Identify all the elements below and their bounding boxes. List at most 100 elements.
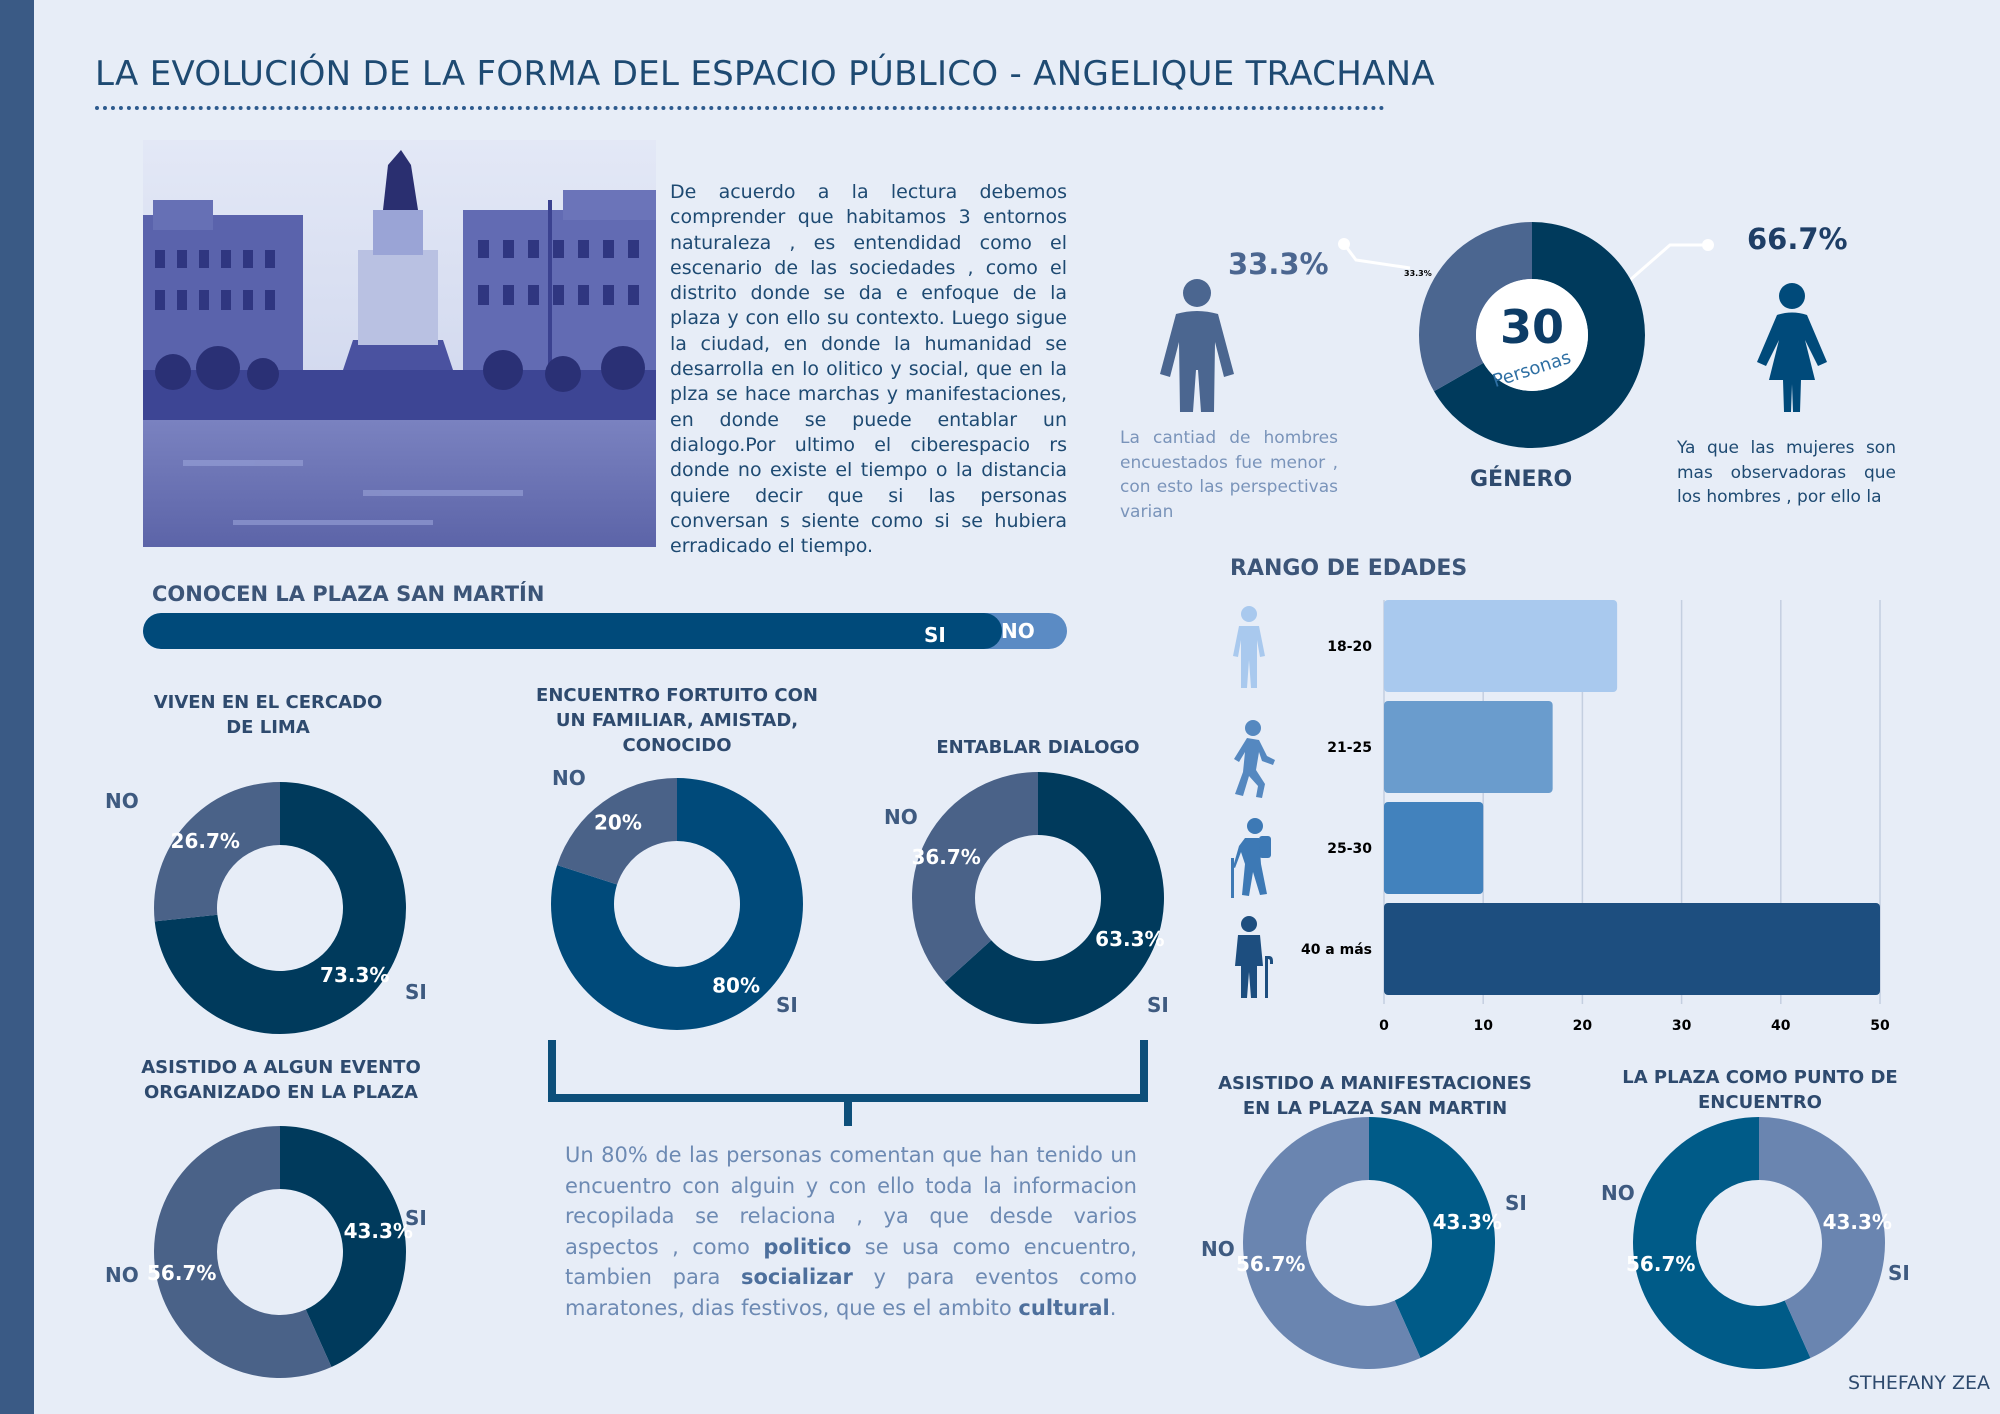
author-credit: STHEFANY ZEA: [1847, 1372, 1990, 1394]
donut-4-si-pct: 43.3%: [344, 1219, 413, 1243]
age-tick-label: 50: [1870, 1018, 1890, 1030]
gender-donut: [1419, 222, 1645, 448]
donut-1-title: VIVEN EN EL CERCADO DE LIMA: [153, 692, 383, 738]
men-small-label: 33.3%: [1404, 269, 1432, 278]
donut-6-no-label: NO: [1601, 1181, 1635, 1205]
intro-paragraph: De acuerdo a la lectura debemos comprend…: [670, 181, 1067, 558]
men-note: La cantiad de hombres encuestados fue me…: [1120, 428, 1338, 522]
age-category-label: 25-30: [1327, 841, 1372, 857]
summary-text-3: y para eventos como maratones, dias fest…: [565, 1265, 1137, 1320]
donut-5-slice-si: [1369, 1117, 1496, 1358]
donut-6-title: LA PLAZA COMO PUNTO DE ENCUENTRO: [1622, 1067, 1898, 1113]
gender-donut-chart: 33.3% 30 Personas: [1338, 222, 1714, 448]
donut-1-si-label: SI: [405, 980, 427, 1004]
donut-5-si-pct: 43.3%: [1433, 1210, 1502, 1234]
gender-donut-hole: [1476, 279, 1588, 391]
age-tick-label: 0: [1379, 1018, 1389, 1030]
age-chart-category-labels: 18-20 21-25 25-30 40 a más: [1301, 639, 1372, 958]
donut-2-no-label: NO: [552, 766, 586, 790]
young-person-icon: [1233, 606, 1265, 688]
donut-3-si-label: SI: [1147, 993, 1169, 1017]
donut-4-slice-si: [280, 1126, 407, 1367]
donut-4-asistido-evento: 43.3% 56.7%: [147, 1126, 413, 1378]
women-leader-line: [1629, 243, 1706, 282]
summary-text-4: .: [1109, 1295, 1117, 1320]
donut-2-title: ENCUENTRO FORTUITO CON UN FAMILIAR, AMIS…: [536, 685, 818, 756]
donut-2-slice-si: [551, 778, 803, 1030]
age-chart-tick-labels: 0 10 20 30 40 50: [1379, 1018, 1890, 1030]
summary-bold-politico: politico: [763, 1234, 852, 1259]
donut-5-title: ASISTIDO A MANIFESTACIONES EN LA PLAZA S…: [1218, 1073, 1532, 1119]
woman-icon: [1757, 283, 1827, 412]
donut-4-slice-no: [154, 1126, 332, 1378]
plaza-awareness-si-fill: [143, 613, 1003, 649]
donut-6-slice-si: [1633, 1117, 1811, 1370]
men-percentage: 33.3%: [1228, 247, 1329, 281]
summary-bracket: [548, 1040, 1148, 1126]
plaza-awareness-bar: SI NO: [143, 613, 1067, 649]
age-category-label: 40 a más: [1301, 942, 1372, 958]
women-note: Ya que las mujeres son mas observadoras …: [1677, 438, 1896, 507]
plaza-awareness-title: CONOCEN LA PLAZA SAN MARTÍN: [152, 582, 545, 606]
donut-1-no-label: NO: [105, 789, 139, 813]
page-title: LA EVOLUCIÓN DE LA FORMA DEL ESPACIO PÚB…: [95, 54, 1435, 94]
age-category-label: 21-25: [1327, 740, 1372, 756]
age-chart-bars: [1384, 600, 1880, 995]
age-category-label: 18-20: [1327, 639, 1372, 655]
age-bar-3: [1384, 802, 1484, 894]
donut-5-asistido-manifestaciones: 43.3% 56.7%: [1236, 1117, 1502, 1370]
summary-bold-cultural: cultural: [1018, 1295, 1110, 1320]
donut-5-no-label: NO: [1201, 1237, 1235, 1261]
plaza-awareness-no-label: NO: [1001, 619, 1035, 643]
donut-5-slice-no: [1243, 1117, 1421, 1370]
plaza-awareness-si-label: SI: [924, 623, 946, 647]
title-underline: [95, 106, 1385, 110]
donut-1-no-pct: 26.7%: [171, 829, 240, 853]
donut-2-no-pct: 20%: [594, 811, 642, 835]
gender-title: GÉNERO: [1470, 467, 1573, 492]
left-sidebar-bar: [0, 0, 34, 1414]
age-bar-2: [1384, 701, 1553, 793]
donut-4-no-label: NO: [105, 1263, 139, 1287]
donut-3-title: ENTABLAR DIALOGO: [936, 737, 1140, 758]
age-bar-4: [1384, 903, 1880, 995]
age-tick-label: 20: [1573, 1018, 1593, 1030]
women-percentage: 66.7%: [1747, 222, 1848, 256]
age-bar-1: [1384, 600, 1618, 692]
donut-3-slice-no: [911, 772, 1038, 983]
donut-2-si-pct: 80%: [712, 973, 760, 997]
donut-6-no-pct: 43.3%: [1823, 1210, 1892, 1234]
donut-1-slice-no: [153, 782, 280, 922]
men-leader-dot: [1338, 238, 1350, 250]
elderly-person-icon: [1235, 916, 1273, 998]
donut-1-viven-cercado: 73.3% 26.7%: [153, 782, 407, 1035]
plaza-photo: [143, 140, 656, 547]
summary-bold-socializar: socializar: [741, 1265, 853, 1289]
donut-1-si-pct: 73.3%: [320, 963, 389, 987]
man-icon: [1160, 279, 1234, 412]
age-tick-label: 10: [1473, 1018, 1493, 1030]
donut-1-slice-si: [154, 782, 407, 1035]
men-leader-line: [1342, 243, 1411, 270]
summary-text-2: se usa como encuentro, tambien para: [565, 1234, 1138, 1290]
donut-6-si-pct: 56.7%: [1626, 1252, 1695, 1276]
donut-3-no-label: NO: [884, 805, 918, 829]
donut-4-title: ASISTIDO A ALGUN EVENTO ORGANIZADO EN LA…: [141, 1057, 421, 1103]
gender-center-value: 30: [1500, 300, 1564, 354]
age-tick-label: 40: [1771, 1018, 1791, 1030]
donut-3-si-pct: 63.3%: [1095, 927, 1164, 951]
donut-2-encuentro-fortuito: 80% 20%: [551, 778, 803, 1030]
gender-slice-men: [1419, 222, 1532, 392]
women-leader-dot: [1702, 239, 1714, 251]
walking-person-icon: [1234, 720, 1275, 798]
donut-4-no-pct: 56.7%: [147, 1261, 216, 1285]
donut-5-si-label: SI: [1505, 1191, 1527, 1215]
donut-3-entablar-dialogo: 63.3% 36.7%: [911, 772, 1165, 1025]
donut-6-punto-encuentro: 56.7% 43.3%: [1626, 1117, 1892, 1370]
gender-slice-women: [1434, 222, 1645, 448]
summary-paragraph: Un 80% de las personas comentan que han …: [565, 1140, 1137, 1323]
donut-3-slice-si: [944, 772, 1165, 1025]
hiker-icon: [1231, 818, 1271, 898]
donut-4-si-label: SI: [405, 1206, 427, 1230]
